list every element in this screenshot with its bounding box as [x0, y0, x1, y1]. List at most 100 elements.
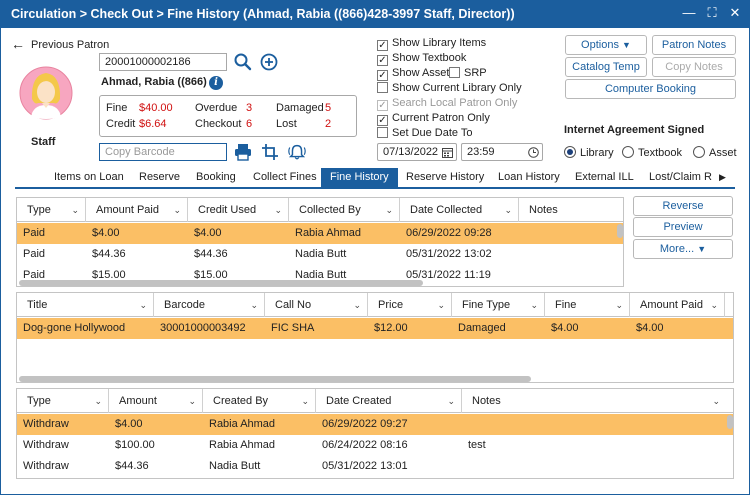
show-library-items-checkbox[interactable]: ✓ Show Library Items [377, 37, 486, 51]
computer-booking-button[interactable]: Computer Booking [565, 79, 736, 99]
damaged-label: Damaged [276, 102, 324, 114]
add-patron-icon[interactable] [259, 52, 279, 72]
options-button[interactable]: Options ▼ [565, 35, 647, 55]
srp-checkbox[interactable]: SRP [449, 67, 487, 79]
tab-fine-history[interactable]: Fine History [321, 168, 398, 188]
agreement-library-radio[interactable]: Library [564, 146, 614, 159]
due-date-input[interactable]: 07/13/2022 [377, 143, 457, 161]
table-cell: $15.00 [92, 269, 126, 281]
radio-unselected-icon [622, 146, 634, 158]
column-header-label: Type [27, 204, 51, 216]
chevron-down-icon: ⌄ [94, 396, 102, 406]
column-header[interactable]: Credit Used ⌄ [188, 198, 289, 222]
current-patron-only-checkbox[interactable]: ✓ Current Patron Only [377, 112, 490, 126]
preview-button[interactable]: Preview [633, 217, 733, 237]
column-header[interactable]: Title ⌄ [17, 293, 154, 317]
table-row[interactable]: Paid $4.00 $4.00 Rabia Ahmad 06/29/2022 … [17, 223, 623, 244]
set-due-date-label: Set Due Date To [392, 127, 473, 139]
crop-icon[interactable] [260, 142, 280, 162]
column-header[interactable]: Amount Paid ⌄ [86, 198, 188, 222]
table-row[interactable]: Paid $15.00 $15.00 Nadia Butt 05/31/2022… [17, 265, 623, 286]
column-header[interactable]: Call No ⌄ [265, 293, 368, 317]
column-header[interactable]: Notes [519, 198, 623, 222]
due-time-input[interactable]: 23:59 [461, 143, 543, 161]
column-header[interactable]: Fine Type ⌄ [452, 293, 545, 317]
tab-reserve-history[interactable]: Reserve History [406, 171, 485, 183]
table-row[interactable]: Withdraw $4.00 Rabia Ahmad 06/29/2022 09… [17, 414, 733, 435]
column-header[interactable]: Fine ⌄ [545, 293, 630, 317]
show-current-library-only-checkbox[interactable]: Show Current Library Only [377, 82, 522, 94]
tab-external-ill[interactable]: External ILL [575, 171, 634, 183]
fine-value: $40.00 [139, 102, 173, 114]
calendar-icon[interactable] [442, 147, 453, 158]
tab-lost-claim[interactable]: Lost/Claim R [649, 171, 712, 183]
vertical-scrollbar[interactable] [727, 415, 733, 429]
transactions-table: Type ⌄ Amount ⌄ Created By ⌄ Date Created ⌄ … [16, 388, 734, 479]
copy-barcode-input[interactable]: Copy Barcode [99, 143, 227, 161]
close-icon[interactable]: ✕ [729, 5, 741, 20]
horizontal-scrollbar[interactable] [19, 376, 531, 382]
column-header[interactable]: Amount ⌄ [109, 389, 203, 413]
column-header[interactable]: Date Collected ⌄ [400, 198, 519, 222]
catalog-temp-button[interactable]: Catalog Temp [565, 57, 647, 77]
agreement-asset-radio[interactable]: Asset [693, 146, 737, 159]
tab-items-on-loan[interactable]: Items on Loan [54, 171, 124, 183]
table-row[interactable]: Paid $44.36 $44.36 Nadia Butt 05/31/2022… [17, 244, 623, 265]
tab-reserve[interactable]: Reserve [139, 171, 180, 183]
copy-notes-button[interactable]: Copy Notes [652, 57, 736, 77]
show-library-items-label: Show Library Items [392, 37, 487, 49]
column-header[interactable]: Date Created ⌄ [316, 389, 462, 413]
table-header: Title ⌄ Barcode ⌄ Call No ⌄ Price ⌄ Fine Typ… [17, 293, 733, 317]
tab-loan-history[interactable]: Loan History [498, 171, 560, 183]
table-cell: FIC SHA [271, 322, 315, 334]
search-local-patron-only-checkbox[interactable]: ✓ Search Local Patron Only [377, 97, 517, 111]
table-cell: Nadia Butt [209, 460, 261, 472]
show-textbook-checkbox[interactable]: ✓ Show Textbook [377, 52, 466, 66]
patron-barcode-input[interactable]: 20001000002186 [99, 53, 227, 71]
column-header[interactable]: Barcode ⌄ [154, 293, 265, 317]
chevron-down-icon: ⌄ [447, 396, 455, 406]
show-asset-checkbox[interactable]: ✓ Show Asset [377, 67, 449, 81]
table-row[interactable]: Withdraw $44.36 Nadia Butt 05/31/2022 13… [17, 456, 733, 477]
table-cell: Nadia Butt [295, 248, 347, 260]
tab-scroll-right-icon[interactable]: ▶ [719, 172, 726, 182]
options-label: Options [581, 39, 619, 51]
tab-booking[interactable]: Booking [196, 171, 236, 183]
patron-name: Ahmad, Rabia ((866) [101, 76, 207, 88]
search-icon[interactable] [233, 52, 253, 72]
vertical-scrollbar[interactable] [617, 224, 623, 238]
table-cell: $44.36 [92, 248, 126, 260]
column-header[interactable]: Created By ⌄ [203, 389, 316, 413]
table-cell: test [468, 439, 486, 451]
column-header[interactable]: Amount Paid ⌄ [630, 293, 725, 317]
table-cell: Paid [23, 227, 46, 239]
minimize-icon[interactable]: — [682, 5, 696, 20]
table-row[interactable]: Withdraw $100.00 Rabia Ahmad 06/24/2022 … [17, 435, 733, 456]
reverse-button[interactable]: Reverse [633, 196, 733, 216]
chevron-down-icon: ▼ [697, 244, 707, 254]
column-header[interactable]: Price ⌄ [368, 293, 452, 317]
bell-alert-icon[interactable] [287, 142, 307, 162]
clock-icon[interactable] [528, 147, 539, 158]
column-header[interactable]: Notes ⌄ [462, 389, 726, 413]
back-arrow-icon: ← [11, 36, 25, 52]
restore-icon[interactable]: ⛶ [707, 5, 717, 20]
previous-patron-link[interactable]: ← Previous Patron [11, 35, 109, 52]
table-cell [519, 244, 525, 265]
tab-collect-fines[interactable]: Collect Fines [253, 171, 317, 183]
patron-notes-button[interactable]: Patron Notes [652, 35, 736, 55]
column-header[interactable]: Type ⌄ [17, 389, 109, 413]
info-icon[interactable]: i [209, 76, 223, 90]
set-due-date-checkbox[interactable]: Set Due Date To [377, 127, 473, 139]
column-header[interactable]: Type ⌄ [17, 198, 86, 222]
more-button[interactable]: More... ▼ [633, 239, 733, 259]
table-cell: $100.00 [115, 439, 155, 451]
patron-summary-box: Fine $40.00 Credit $6.64 Overdue 3 Check… [99, 95, 357, 137]
table-row[interactable]: Dog-gone Hollywood 30001000003492 FIC SH… [17, 318, 733, 339]
credit-value: $6.64 [139, 118, 167, 130]
agreement-textbook-radio[interactable]: Textbook [622, 146, 682, 159]
chevron-down-icon: ⌄ [250, 300, 258, 310]
print-icon[interactable] [233, 142, 253, 162]
column-header[interactable]: Collected By ⌄ [289, 198, 400, 222]
horizontal-scrollbar[interactable] [19, 280, 423, 286]
